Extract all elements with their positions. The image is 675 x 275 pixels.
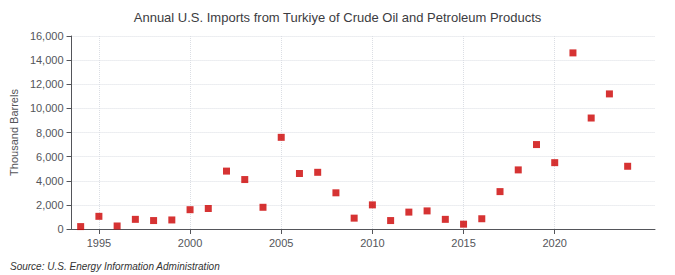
svg-text:0: 0	[57, 223, 63, 235]
svg-text:2000: 2000	[178, 237, 202, 249]
svg-text:4,000: 4,000	[36, 175, 64, 187]
svg-text:Annual U.S. Imports from Turki: Annual U.S. Imports from Turkiye of Crud…	[134, 10, 542, 25]
svg-text:1995: 1995	[87, 237, 111, 249]
svg-text:2010: 2010	[360, 237, 384, 249]
svg-text:16,000: 16,000	[30, 30, 64, 42]
svg-text:Source: U.S. Energy Informatio: Source: U.S. Energy Information Administ…	[10, 261, 220, 272]
svg-text:2015: 2015	[451, 237, 475, 249]
svg-text:2,000: 2,000	[36, 199, 64, 211]
svg-text:14,000: 14,000	[30, 54, 64, 66]
svg-text:8,000: 8,000	[36, 127, 64, 139]
svg-text:2020: 2020	[542, 237, 566, 249]
svg-text:10,000: 10,000	[30, 102, 64, 114]
svg-text:12,000: 12,000	[30, 78, 64, 90]
svg-text:2005: 2005	[269, 237, 293, 249]
svg-text:6,000: 6,000	[36, 151, 64, 163]
svg-text:Thousand Barrels: Thousand Barrels	[8, 89, 20, 176]
